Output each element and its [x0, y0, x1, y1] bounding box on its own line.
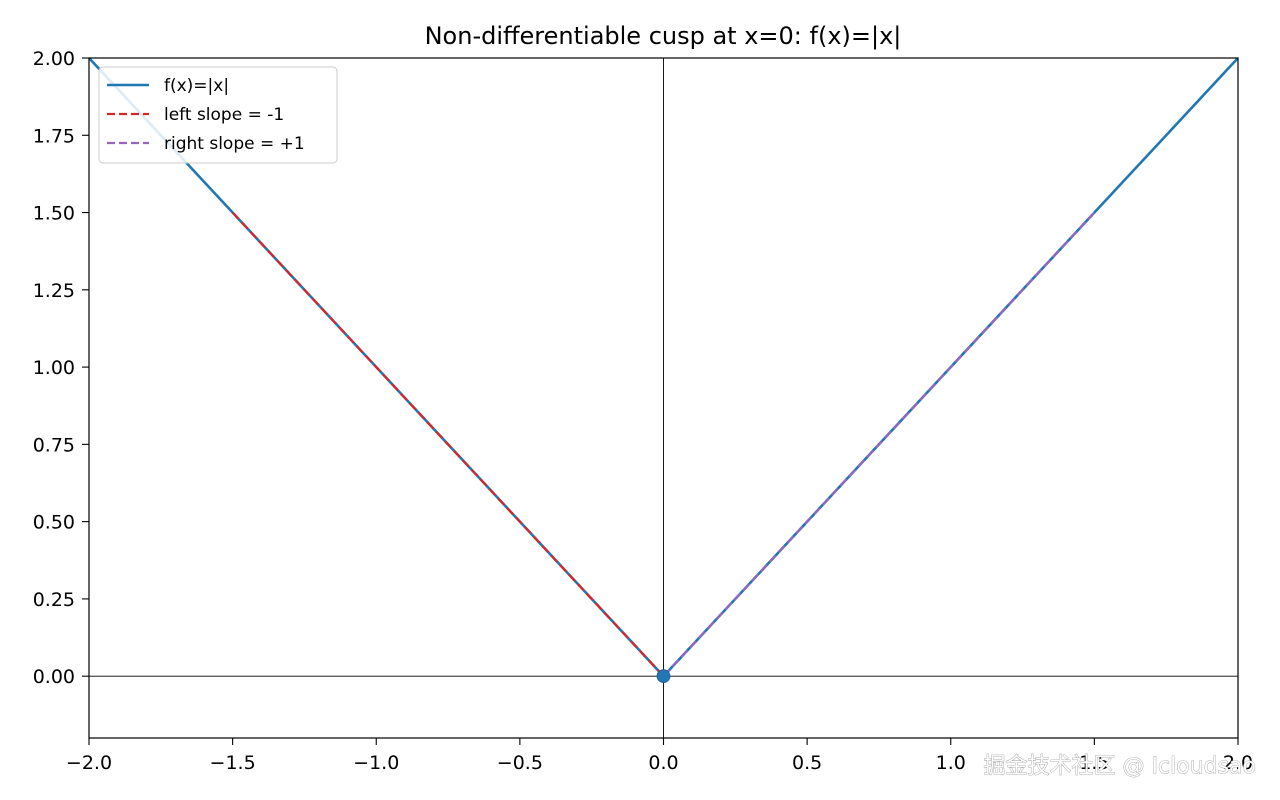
chart-title: Non-differentiable cusp at x=0: f(x)=|x|: [425, 22, 902, 50]
x-tick-label: 1.5: [1079, 752, 1109, 774]
y-tick-label: 1.00: [33, 357, 75, 379]
plot-area: [89, 58, 1238, 738]
cusp-point-marker: [656, 669, 671, 684]
x-tick-label: 0.0: [648, 752, 678, 774]
watermark-text: 掘金技术社区 @ Icloudsao: [984, 754, 1256, 779]
axes: −2.0 −1.5 −1.0 −0.5 0.0 0.5 1.0 1.5 2.0 0.00 0.25 0…: [33, 48, 1253, 774]
x-tick-label: −1.0: [353, 752, 399, 774]
y-tick-label: 1.50: [33, 203, 75, 225]
legend-label-1: f(x)=|x|: [164, 76, 229, 96]
x-tick-label: 1.0: [936, 752, 966, 774]
x-tick-label: −2.0: [66, 752, 112, 774]
legend-label-2: left slope = -1: [164, 105, 284, 125]
y-tick-label: 0.00: [33, 666, 75, 688]
x-tick-label: 2.0: [1223, 752, 1253, 774]
y-tick-label: 0.75: [33, 434, 75, 456]
x-tick-label: −0.5: [497, 752, 543, 774]
y-tick-label: 2.00: [33, 48, 75, 70]
y-tick-label: 0.50: [33, 512, 75, 534]
x-tick-label: −1.5: [210, 752, 256, 774]
y-tick-label: 1.25: [33, 280, 75, 302]
legend: f(x)=|x| left slope = -1 right slope = +1: [98, 66, 338, 164]
x-tick-label: 0.5: [792, 752, 822, 774]
legend-box: [98, 66, 338, 164]
series-line-2: [231, 211, 665, 677]
series-line-3: [662, 211, 1096, 677]
y-tick-label: 1.75: [33, 125, 75, 147]
y-tick-label: 0.25: [33, 589, 75, 611]
legend-label-3: right slope = +1: [164, 134, 305, 154]
